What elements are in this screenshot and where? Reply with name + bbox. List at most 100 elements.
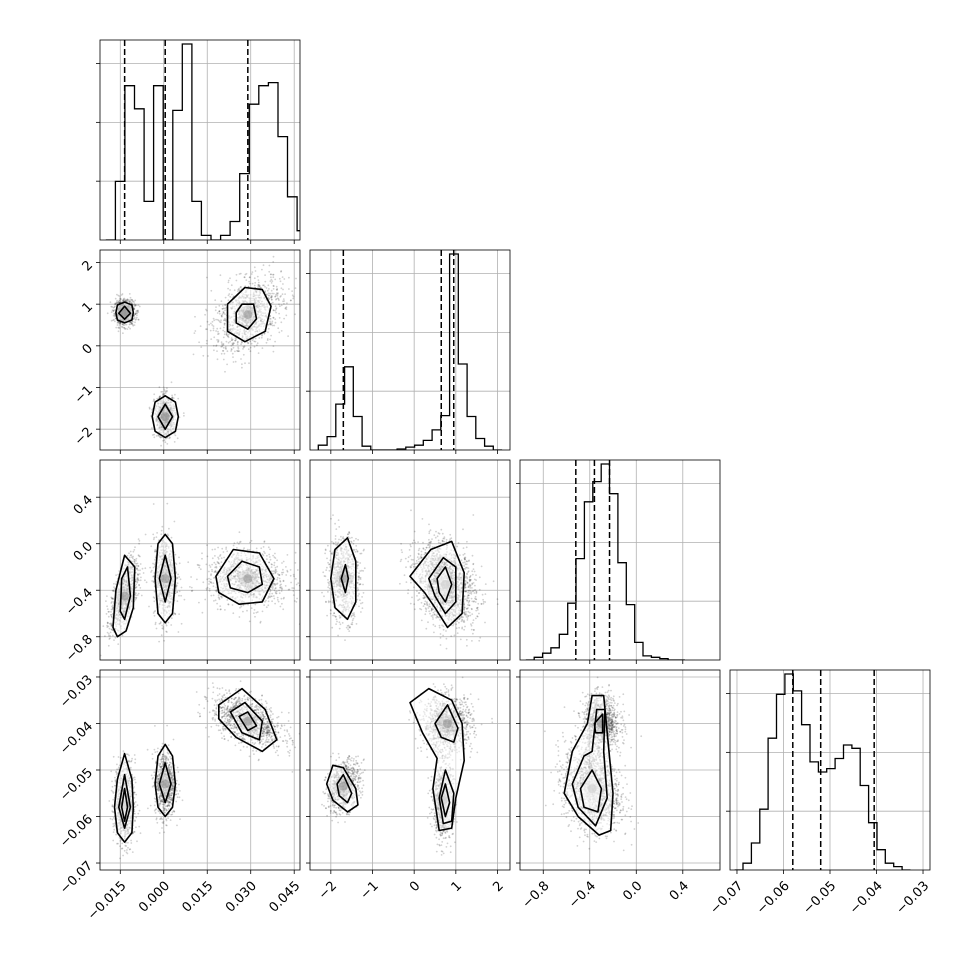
scatter-point [175, 588, 177, 590]
scatter-point [216, 608, 219, 611]
scatter-point [217, 596, 220, 599]
scatter-point [115, 302, 118, 304]
scatter-point [213, 336, 216, 339]
scatter-point [198, 601, 200, 604]
scatter-point [137, 565, 140, 567]
scatter-point [238, 273, 241, 275]
scatter-point [237, 347, 240, 350]
scatter-point [216, 358, 219, 361]
scatter-point [166, 631, 168, 633]
scatter-point [204, 598, 207, 601]
scatter-point [139, 587, 142, 589]
scatter-point [230, 350, 233, 352]
scatter-point [176, 577, 179, 580]
scatter-point [236, 547, 238, 549]
scatter-point [307, 573, 309, 575]
scatter-point [151, 434, 154, 436]
scatter-point [272, 273, 274, 276]
scatter-point [276, 599, 279, 601]
scatter-point [265, 341, 268, 344]
scatter-point [212, 329, 215, 332]
scatter-point [129, 554, 132, 557]
scatter-point [148, 407, 151, 410]
scatter-point [218, 321, 221, 323]
scatter-point [116, 302, 119, 304]
scatter-point [210, 574, 212, 577]
scatter-point [271, 600, 273, 603]
scatter-point [217, 332, 220, 335]
scatter-point [216, 327, 219, 330]
scatter-point [267, 323, 270, 326]
scatter-point [222, 308, 224, 310]
scatter-point [257, 279, 260, 281]
scatter-point [270, 296, 273, 298]
scatter-point [293, 600, 296, 602]
density-contour [235, 303, 258, 331]
scatter-point [122, 332, 124, 335]
scatter-point [136, 580, 139, 583]
scatter-point [113, 586, 115, 589]
scatter-point [138, 555, 140, 557]
scatter-point [273, 556, 276, 558]
scatter-point [162, 394, 164, 396]
scatter-point [115, 581, 118, 583]
scatter-point [283, 278, 286, 280]
scatter-point [238, 541, 241, 544]
scatter-point [206, 586, 209, 589]
scatter-point [124, 328, 126, 330]
scatter-point [135, 597, 138, 600]
scatter-point [271, 595, 273, 598]
scatter-point [130, 301, 132, 303]
scatter-point [118, 324, 121, 326]
scatter-point [272, 309, 275, 312]
scatter-point [225, 348, 227, 350]
scatter-point [145, 581, 148, 584]
scatter-point [227, 294, 230, 297]
scatter-point [254, 340, 257, 343]
scatter-point [117, 326, 120, 329]
scatter-point [274, 557, 277, 559]
scatter-point [240, 358, 242, 360]
scatter-point [292, 590, 295, 592]
scatter-point [206, 578, 209, 581]
scatter-point [113, 313, 116, 316]
scatter-point [130, 322, 133, 325]
scatter-point [134, 562, 136, 565]
scatter-point [217, 340, 220, 343]
scatter-point [166, 502, 169, 505]
scatter-point [280, 304, 283, 307]
scatter-point [272, 255, 275, 258]
scatter-point [270, 334, 272, 337]
scatter-point [180, 622, 183, 625]
scatter-point [222, 342, 225, 345]
scatter-point [136, 576, 139, 579]
scatter-point [280, 287, 283, 290]
scatter-point [110, 625, 113, 628]
scatter-point [112, 309, 115, 312]
scatter-point [264, 600, 266, 603]
scatter-point [226, 334, 228, 336]
scatter-point [270, 595, 272, 598]
scatter-point [226, 350, 229, 353]
scatter-point [219, 555, 221, 557]
scatter-point [275, 308, 277, 310]
scatter-point [159, 436, 162, 439]
scatter-point [279, 280, 282, 283]
density-contour [115, 301, 135, 324]
scatter-point [134, 313, 137, 316]
scatter-point [126, 299, 128, 302]
scatter-point [208, 577, 210, 580]
scatter-point [232, 361, 235, 363]
scatter-point [220, 314, 223, 317]
scatter-point [136, 310, 139, 313]
scatter-point [282, 283, 284, 285]
scatter-point [153, 600, 156, 603]
scatter-point [211, 557, 214, 560]
scatter-point [227, 336, 230, 339]
scatter-point [176, 437, 179, 440]
scatter-point [219, 274, 222, 277]
scatter-point [239, 540, 242, 543]
scatter-point [269, 296, 272, 299]
scatter-point [211, 563, 214, 566]
scatter-point [116, 322, 119, 324]
